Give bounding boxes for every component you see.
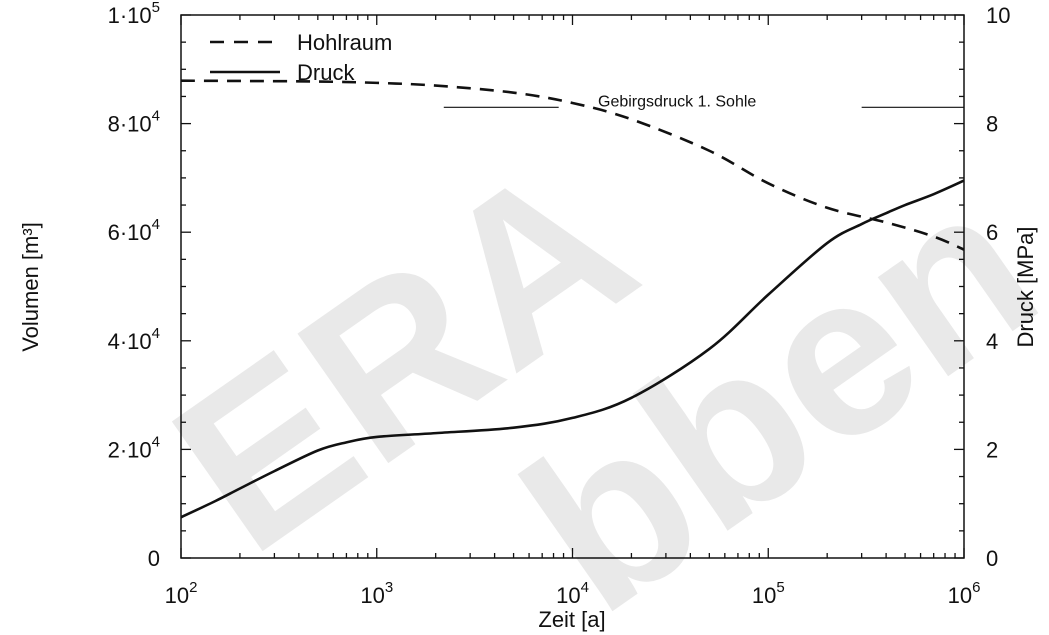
x-tick-label-exp: 2: [189, 579, 197, 596]
y-left-tick-label-exp: 5: [152, 0, 160, 16]
y-left-tick-label-base: 6·10: [108, 220, 152, 245]
y-left-tick-label: 0: [148, 546, 160, 571]
y-right-tick-label: 2: [986, 437, 998, 462]
y-right-axis-title: Druck [MPa]: [1013, 226, 1038, 347]
y-left-tick-label-base: 0: [148, 546, 160, 571]
y-left-tick-label-base: 2·10: [108, 437, 152, 462]
annotation-gebirgsdruck: Gebirgsdruck 1. Sohle: [598, 93, 756, 110]
x-tick-label: 105: [752, 579, 785, 608]
y-left-tick-label: 2·104: [108, 433, 160, 462]
x-tick-label-base: 10: [165, 583, 189, 608]
y-left-tick-label-base: 8·10: [108, 112, 152, 137]
y-left-tick-label-exp: 4: [152, 216, 160, 233]
legend-label-druck: Druck: [297, 60, 355, 85]
x-axis-title: Zeit [a]: [538, 607, 605, 632]
y-right-tick-label: 0: [986, 546, 998, 571]
x-tick-label: 103: [360, 579, 393, 608]
y-left-tick-label: 6·104: [108, 216, 160, 245]
y-left-tick-label-base: 4·10: [108, 329, 152, 354]
y-right-tick-label: 8: [986, 112, 998, 137]
y-left-tick-label-exp: 4: [152, 433, 160, 450]
x-tick-label-exp: 5: [776, 579, 784, 596]
y-right-tick-label: 4: [986, 329, 998, 354]
y-left-tick-label: 1·105: [108, 0, 160, 28]
x-tick-label-base: 10: [360, 583, 384, 608]
y-left-tick-label: 8·104: [108, 108, 160, 137]
y-left-tick-label-base: 1·10: [108, 3, 152, 28]
ticks: [180, 14, 965, 559]
x-tick-label: 104: [556, 579, 589, 608]
x-tick-label-base: 10: [752, 583, 776, 608]
x-tick-label: 102: [165, 579, 198, 608]
legend: Hohlraum Druck: [210, 30, 392, 85]
legend-label-hohlraum: Hohlraum: [297, 30, 392, 55]
y-right-tick-label: 10: [986, 3, 1010, 28]
x-tick-label-base: 10: [556, 583, 580, 608]
x-tick-label-base: 10: [948, 583, 972, 608]
x-tick-label-exp: 3: [385, 579, 393, 596]
series-line-hohlraum: [180, 79, 965, 251]
y-left-tick-label: 4·104: [108, 325, 160, 354]
x-tick-label-exp: 4: [581, 579, 589, 596]
series-line-druck: [180, 179, 965, 519]
y-left-tick-label-exp: 4: [152, 108, 160, 125]
tick-labels: 102 103 104 105 10602·1044·1046·1048·1041·10…: [108, 0, 1011, 608]
series-layer: [180, 79, 965, 519]
x-tick-label-exp: 6: [972, 579, 980, 596]
y-right-tick-label: 6: [986, 220, 998, 245]
y-left-axis-title: Volumen [m³]: [18, 222, 43, 352]
x-tick-label: 106: [948, 579, 981, 608]
y-left-tick-label-exp: 4: [152, 325, 160, 342]
annotations: Gebirgsdruck 1. Sohle: [443, 93, 964, 110]
